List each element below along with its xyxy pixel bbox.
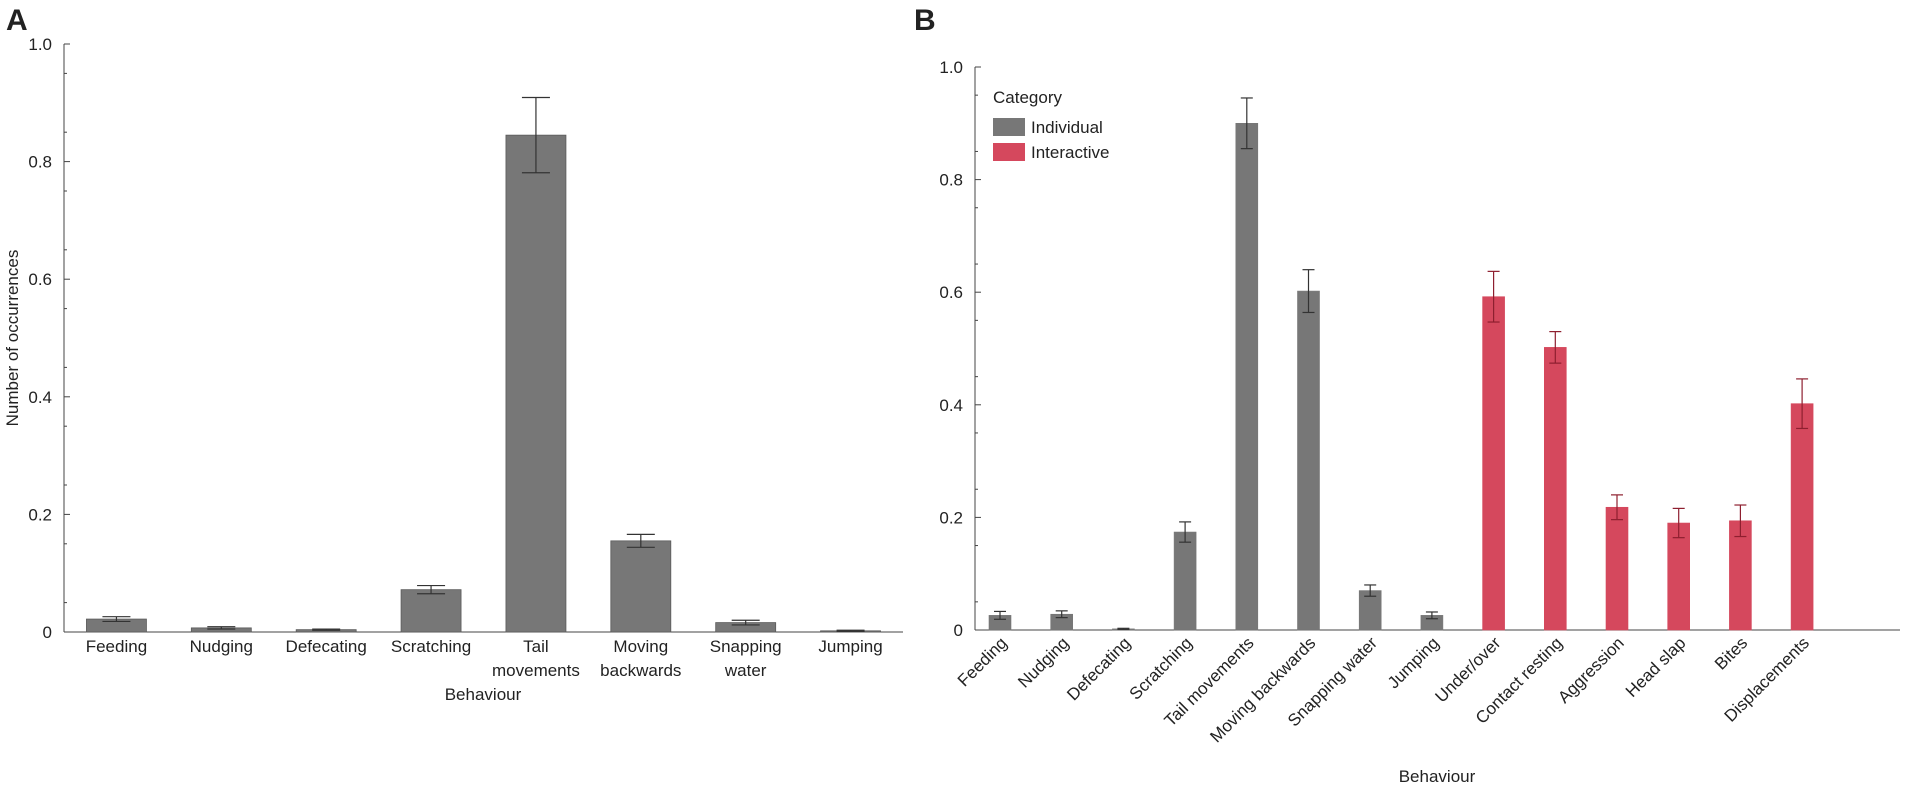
bar-moving-backwards [1297,290,1320,631]
x-tick-label-nudging: Nudging [190,637,253,656]
bar-bites [1729,520,1752,631]
x-tick-label-feeding: Feeding [86,637,147,656]
bar-tail-movements [505,134,567,633]
bar-contact-resting [1544,347,1567,631]
y-tick-label: 0.4 [28,388,52,407]
legend-swatch-individual [993,118,1025,136]
bar-head-slap [1667,522,1690,631]
x-tick-label-scratching: Scratching [391,637,471,656]
bar-moving-backwards [610,540,672,633]
x-tick-label-line: Tail [523,637,549,656]
x-tick-label-defecating: Defecating [1063,633,1134,704]
x-tick-label-defecating: Defecating [286,637,367,656]
x-tick-label-moving-backwards: Moving backwards [600,637,681,680]
legend: Category Individual Interactive [993,88,1109,162]
chart-panel-b: B 0 0.2 0.4 0.6 0.8 1.0 Feeding NudgingDefecatin… [914,4,1900,786]
x-tick-label-line: Jumping [818,637,882,656]
x-tick-label-head-slap: Head slap [1622,633,1690,701]
x-tick-label-aggression: Aggression [1554,633,1628,707]
x-tick-label-jumping: Jumping [1384,633,1443,692]
x-tick-label-snapping-water: Snapping water [710,637,782,680]
y-tick-label: 0.8 [28,153,52,172]
x-tick-label-jumping: Jumping [818,637,882,656]
x-tick-label-line: backwards [600,661,681,680]
y-tick-label: 1.0 [28,35,52,54]
y-tick-label: 0.4 [939,396,963,415]
x-tick-label-line: Feeding [86,637,147,656]
y-tick-label: 0.2 [939,508,963,527]
y-tick-label: 0.6 [28,270,52,289]
bar-under-over [1482,296,1505,631]
x-tick-label-line: water [724,661,767,680]
x-tick-label-tail-movements: Tail movements [492,637,580,680]
x-tick-label-line: Nudging [190,637,253,656]
x-axis-title: Behaviour [445,685,522,704]
bar-displacements [1790,403,1814,631]
x-tick-label-nudging: Nudging [1014,633,1072,691]
bar-scratching [400,589,462,633]
x-tick-label-line: Snapping [710,637,782,656]
bar-tail-movements [1235,123,1259,631]
chart-panel-a: A 0 0.2 0.4 0.6 0.8 1.0 Feeding Nudging Defecatin… [3,4,903,704]
x-axis-title: Behaviour [1399,767,1476,786]
y-tick-label: 1.0 [939,58,963,77]
legend-title: Category [993,88,1062,107]
x-tick-label-line: Defecating [286,637,367,656]
y-tick-label: 0.6 [939,283,963,302]
x-tick-label-line: movements [492,661,580,680]
legend-swatch-interactive [993,143,1025,161]
y-tick-label: 0 [954,621,963,640]
x-tick-label-bites: Bites [1711,633,1751,673]
x-tick-label-moving-backwards: Moving backwards [1206,633,1319,746]
bar-scratching [1173,531,1197,631]
y-tick-label: 0.8 [939,171,963,190]
panel-label-b: B [914,4,936,37]
x-tick-label-feeding: Feeding [954,633,1011,690]
bar-aggression [1605,506,1629,631]
legend-label-individual: Individual [1031,118,1103,137]
legend-label-interactive: Interactive [1031,143,1109,162]
y-axis-title: Number of occurrences [3,250,22,427]
x-tick-label-line: Scratching [391,637,471,656]
x-tick-label-line: Moving [613,637,668,656]
panel-label-a: A [6,4,28,37]
y-tick-label: 0 [43,623,52,642]
y-tick-label: 0.2 [28,505,52,524]
